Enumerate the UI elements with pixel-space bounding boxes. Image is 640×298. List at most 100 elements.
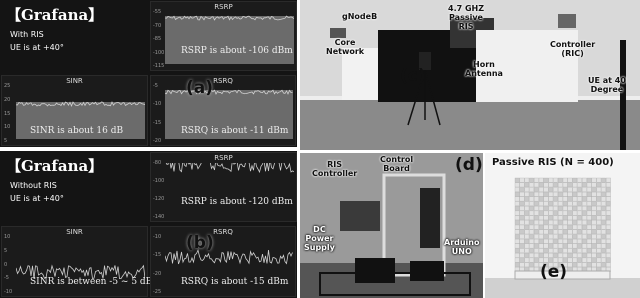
ris-element	[582, 220, 587, 225]
ris-element	[577, 262, 582, 268]
ris-element	[577, 187, 582, 192]
ris-element	[582, 253, 587, 258]
photo-e	[485, 153, 640, 298]
ris-element	[596, 196, 602, 202]
ris-element	[524, 257, 530, 263]
ris-element	[543, 257, 549, 263]
ris-element	[519, 238, 525, 244]
ris-element	[577, 215, 582, 221]
y-tick-label: -10	[4, 289, 13, 295]
ris-element	[524, 253, 530, 258]
ris-element	[534, 262, 539, 268]
ris-element	[558, 248, 563, 253]
ris-element	[601, 224, 606, 230]
ris-element	[543, 210, 549, 216]
bullet: UE is at +40°	[10, 194, 64, 203]
ris-element	[529, 224, 534, 230]
ris-element	[538, 243, 544, 249]
label-horn-line: Horn	[473, 60, 495, 69]
ris-element	[548, 210, 554, 216]
bullet: Without RIS	[10, 181, 57, 190]
ris-element	[514, 187, 520, 192]
ris-element	[591, 234, 597, 239]
ris-element	[558, 182, 563, 188]
ris-element	[567, 210, 573, 216]
ris-element	[529, 234, 534, 239]
ris-element	[591, 215, 597, 221]
ris-element	[514, 196, 520, 202]
ris-element	[543, 262, 549, 268]
ris-element	[543, 224, 549, 230]
ris-element	[524, 229, 530, 235]
ris-element	[601, 196, 606, 202]
y-tick-label: 15	[4, 110, 11, 117]
ris-element	[577, 206, 582, 211]
label-arduino-line: UNO	[451, 247, 472, 256]
label-ris-line: Passive	[449, 13, 483, 22]
ris-element	[529, 182, 534, 188]
y-tick-label: 5	[4, 138, 8, 144]
ris-element	[538, 238, 544, 244]
ris-element	[596, 187, 602, 192]
ris-element	[606, 229, 611, 235]
ris-element	[601, 234, 606, 239]
ris-element	[524, 220, 530, 225]
label-core-line: Core	[334, 38, 356, 47]
ris-element	[591, 220, 597, 225]
ris-element	[601, 262, 606, 268]
ris-element	[524, 238, 530, 244]
ris-element	[524, 191, 530, 197]
ris-element	[534, 224, 539, 230]
ris-element	[582, 243, 587, 249]
ris-element	[572, 257, 578, 263]
ris-element	[606, 243, 611, 249]
ris-element	[572, 220, 578, 225]
ris-element	[538, 196, 544, 202]
ris-element	[548, 220, 554, 225]
ris-element	[553, 220, 558, 225]
ris-element	[567, 196, 573, 202]
label-arduino: Arduino UNO	[444, 238, 480, 256]
y-tick-label: -55	[153, 9, 162, 15]
ris-element	[572, 196, 578, 202]
ris-element	[519, 234, 525, 239]
ris-element	[553, 248, 558, 253]
ris-element	[519, 191, 525, 197]
ris-element	[562, 262, 568, 268]
ris-element	[524, 243, 530, 249]
ris-element	[586, 210, 592, 216]
ris-element	[538, 206, 544, 211]
label-arduino-line: Arduino	[444, 238, 480, 247]
ris-element	[577, 201, 582, 206]
ris-element	[586, 201, 592, 206]
ris-element	[567, 224, 573, 230]
ris-element	[582, 257, 587, 263]
ris-element	[524, 182, 530, 188]
fill-area	[16, 102, 145, 139]
ris-element	[562, 191, 568, 197]
ris-element	[524, 187, 530, 192]
label-ris-line: 4.7 GHZ	[448, 4, 485, 13]
ris-element	[606, 215, 611, 221]
grafana-panel: 【Grafana】 With RIS UE is at +40° RSRP -55 -70…	[0, 0, 297, 147]
ris-element	[562, 248, 568, 253]
ris-element	[538, 215, 544, 221]
ris-element	[606, 253, 611, 258]
ris-element	[591, 196, 597, 202]
ris-element	[529, 187, 534, 192]
ris-element	[519, 257, 525, 263]
ris-element	[586, 248, 592, 253]
ris-element	[582, 234, 587, 239]
ris-element	[591, 248, 597, 253]
label-dc-line: Supply	[304, 243, 335, 252]
ris-element	[514, 224, 520, 230]
plot-area	[16, 101, 145, 139]
ris-element	[577, 229, 582, 235]
ris-element	[567, 262, 573, 268]
ris-element	[548, 234, 554, 239]
ris-element	[548, 191, 554, 197]
ris-element	[548, 187, 554, 192]
panel-label: (d)	[455, 155, 483, 175]
ris-element	[558, 229, 563, 235]
